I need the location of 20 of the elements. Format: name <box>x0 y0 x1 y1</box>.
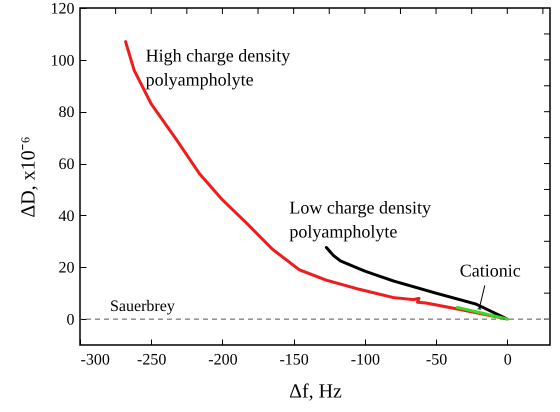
x-tick-label: 0 <box>504 352 512 368</box>
y-axis-title: ΔD, x10⁻⁶ <box>18 136 40 218</box>
x-tick-label: -100 <box>350 352 380 368</box>
y-tick-label: 80 <box>58 104 74 122</box>
x-axis-title: Δf, Hz <box>289 380 342 402</box>
x-tick-label: -150 <box>279 352 309 368</box>
y-tick-label: 60 <box>58 156 74 174</box>
y-tick-label: 20 <box>58 260 74 277</box>
y-tick-label: 100 <box>50 52 74 70</box>
text: Low charge density polyampholyte <box>289 198 432 242</box>
y-tick-label: 40 <box>58 208 74 225</box>
x-tick-label: -250 <box>137 352 166 368</box>
x-tick-label: -50 <box>426 352 448 368</box>
y-tick-label: 0 <box>66 312 74 329</box>
ref-line-label: Sauerbrey <box>110 298 175 316</box>
y-tick-label: 120 <box>50 0 74 18</box>
x-tick-label: -200 <box>208 352 238 368</box>
annotation: Cationic <box>460 260 521 280</box>
series-label: High charge density polyampholyte <box>146 46 290 90</box>
x-tick-label: -300 <box>80 352 110 368</box>
